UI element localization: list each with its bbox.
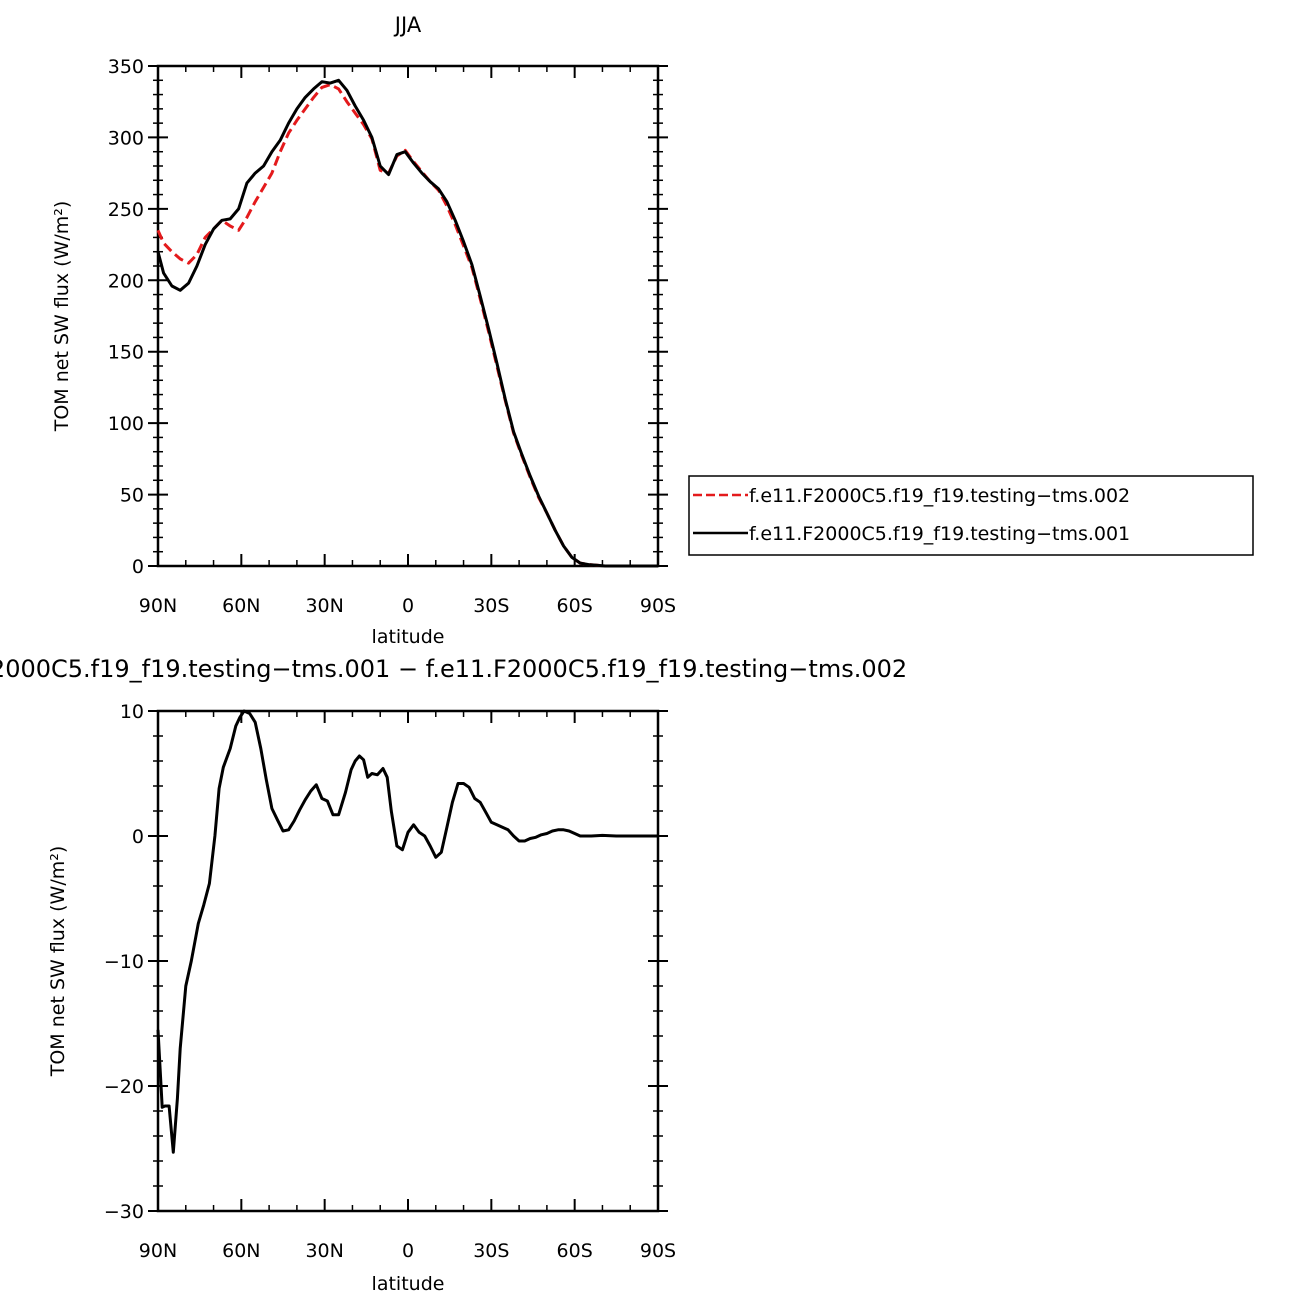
bottom-chart-y-axis-label: TOM net SW flux (W/m²) (47, 846, 69, 1078)
bottom-y-tick-label: −20 (104, 1076, 144, 1098)
bottom-x-tick-label: 90S (640, 1240, 676, 1262)
bottom-x-tick-label: 30N (305, 1240, 343, 1262)
top-chart-y-axis-label: TOM net SW flux (W/m²) (51, 201, 73, 433)
top-x-tick-label: 0 (402, 595, 414, 617)
bottom-chart: f.e11.F2000C5.f19_f19.testing−tms.001 − … (0, 655, 907, 1295)
bottom-chart-title: f.e11.F2000C5.f19_f19.testing−tms.001 − … (0, 655, 907, 683)
top-y-tick-label: 250 (108, 199, 144, 221)
top-y-tick-label: 300 (108, 127, 144, 149)
bottom-x-tick-label: 60S (557, 1240, 593, 1262)
legend-box (688, 475, 1254, 556)
bottom-y-tick-label: 10 (120, 701, 144, 723)
bottom-x-tick-label: 60N (222, 1240, 260, 1262)
top-x-tick-label: 60S (557, 595, 593, 617)
top-y-tick-label: 350 (108, 56, 144, 78)
bottom-chart-x-axis-label: latitude (372, 1273, 445, 1295)
top-y-tick-label: 0 (132, 556, 144, 578)
top-y-tick-label: 200 (108, 270, 144, 292)
bottom-y-tick-label: 0 (132, 826, 144, 848)
top-x-tick-label: 60N (222, 595, 260, 617)
top-y-tick-label: 50 (120, 485, 144, 507)
bottom-x-tick-label: 90N (139, 1240, 177, 1262)
legend-label-tms-001: f.e11.F2000C5.f19_f19.testing−tms.001 (749, 523, 1130, 545)
top-chart-axes: 90N 60N 30N 0 30S 60S 90S 0 50 100 150 200 250 300 350 (108, 56, 676, 617)
top-chart: JJA TOM net SW flux (W/m²) latitude 90N 6… (51, 13, 676, 648)
legend: f.e11.F2000C5.f19_f19.testing−tms.002 f.… (688, 475, 1254, 556)
top-y-tick-label: 100 (108, 413, 144, 435)
top-chart-series (156, 78, 658, 568)
top-x-tick-label: 90N (139, 595, 177, 617)
top-series-line-1 (156, 78, 658, 568)
top-y-tick-label: 150 (108, 342, 144, 364)
top-x-tick-label: 30S (473, 595, 509, 617)
bottom-chart-axes: 90N 60N 30N 0 30S 60S 90S −30 −20 −10 0 10 (104, 701, 676, 1262)
bottom-y-tick-label: −10 (104, 951, 144, 973)
bottom-series-line-0 (156, 709, 658, 1154)
bottom-x-tick-label: 0 (402, 1240, 414, 1262)
bottom-x-tick-label: 30S (473, 1240, 509, 1262)
top-chart-x-axis-label: latitude (372, 626, 445, 648)
bottom-y-tick-label: −30 (104, 1201, 144, 1223)
bottom-chart-series (156, 709, 658, 1154)
top-chart-title: JJA (393, 13, 422, 37)
top-x-tick-label: 90S (640, 595, 676, 617)
legend-label-tms-002: f.e11.F2000C5.f19_f19.testing−tms.002 (749, 485, 1130, 507)
top-x-tick-label: 30N (305, 595, 343, 617)
